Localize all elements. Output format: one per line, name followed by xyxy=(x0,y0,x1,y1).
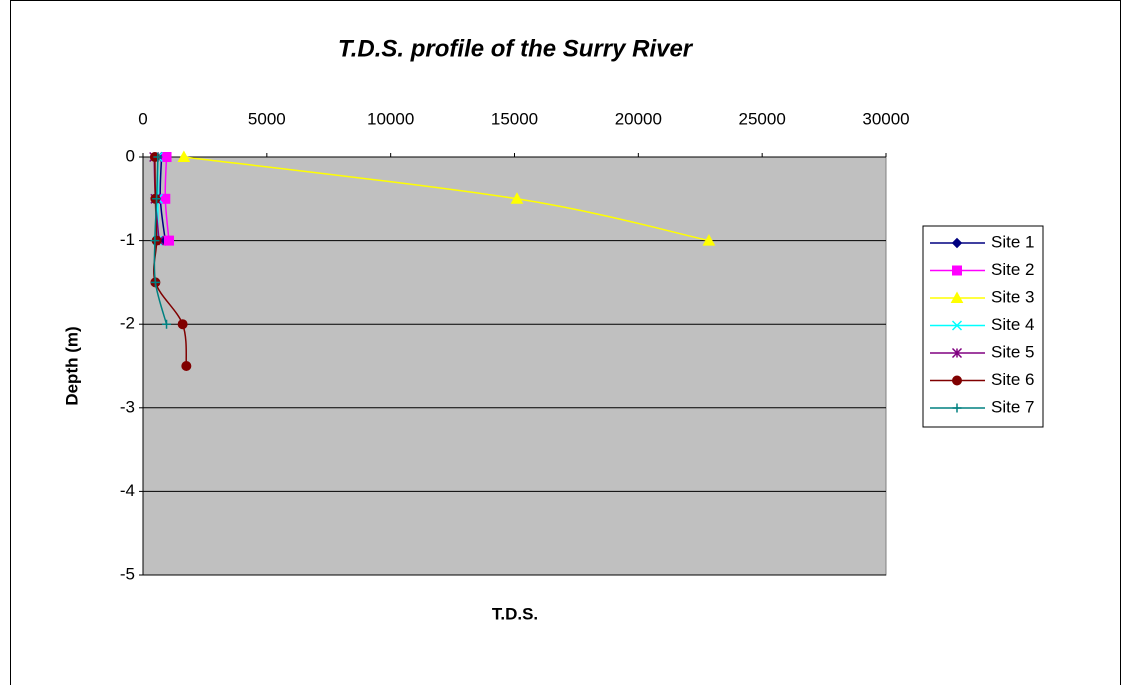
y-tick-label: -1 xyxy=(120,230,135,249)
marker xyxy=(952,375,962,386)
marker xyxy=(153,152,163,162)
x-tick-label: 30000 xyxy=(862,109,909,128)
marker xyxy=(161,152,172,162)
marker xyxy=(510,192,524,204)
y-tick-label: 0 xyxy=(126,146,135,165)
marker xyxy=(702,234,716,246)
marker xyxy=(181,361,192,371)
x-tick-label: 5000 xyxy=(248,109,286,128)
legend-label: Site 3 xyxy=(991,287,1034,306)
chart-border xyxy=(10,0,1121,685)
y-axis-label: Depth (m) xyxy=(62,326,81,405)
marker xyxy=(150,236,160,246)
marker xyxy=(951,320,963,331)
legend xyxy=(922,225,1044,428)
x-tick-label: 20000 xyxy=(615,109,662,128)
x-tick-label: 0 xyxy=(138,109,147,128)
marker xyxy=(150,277,160,287)
plot-area xyxy=(142,156,887,576)
y-tick-label: -3 xyxy=(120,397,135,416)
marker xyxy=(177,150,191,162)
marker xyxy=(164,235,175,246)
marker xyxy=(952,403,962,413)
x-tick-label: 15000 xyxy=(491,109,538,128)
legend-label: Site 6 xyxy=(991,370,1034,389)
marker xyxy=(952,265,962,276)
y-tick-label: -5 xyxy=(120,564,135,583)
legend-label: Site 4 xyxy=(991,315,1034,334)
legend-label: Site 5 xyxy=(991,342,1034,361)
x-axis-label: T.D.S. xyxy=(492,604,538,623)
marker xyxy=(177,319,188,330)
marker xyxy=(162,319,172,329)
legend-label: Site 2 xyxy=(991,260,1034,279)
x-tick-label: 25000 xyxy=(739,109,786,128)
marker xyxy=(160,193,171,204)
x-tick-label: 10000 xyxy=(367,109,414,128)
y-tick-label: -4 xyxy=(120,481,135,500)
legend-label: Site 7 xyxy=(991,397,1034,416)
series-line xyxy=(183,156,710,242)
marker xyxy=(152,194,162,204)
y-tick-label: -2 xyxy=(120,314,135,333)
marker xyxy=(951,237,963,249)
chart-title: T.D.S. profile of the Surry River xyxy=(338,35,694,62)
marker xyxy=(951,347,963,359)
legend-label: Site 1 xyxy=(991,232,1034,251)
marker xyxy=(950,291,964,303)
